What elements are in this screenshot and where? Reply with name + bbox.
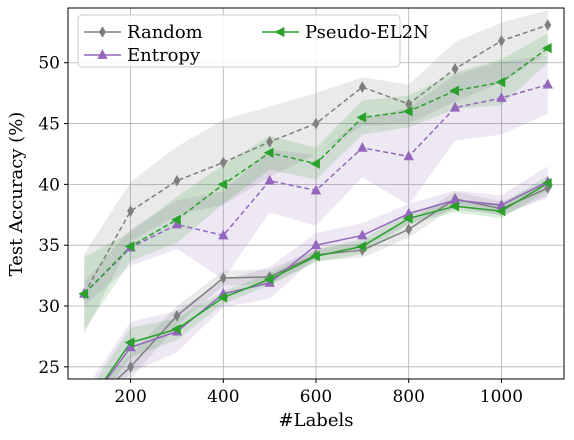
pseudo-el2n-solid-point <box>356 241 367 252</box>
y-tick-label: 30 <box>38 297 60 317</box>
pseudo-el2n-dashed-point <box>402 106 413 117</box>
axis-ticks: 200 400 600 800 1000 25 30 35 40 45 50 <box>38 54 523 407</box>
entropy-dashed-point <box>496 92 507 102</box>
pseudo-el2n-solid-point <box>495 205 506 217</box>
pseudo-el2n-dashed-point <box>495 77 506 88</box>
x-tick-label: 600 <box>300 387 332 407</box>
random-dashed-point <box>127 205 135 217</box>
entropy-dashed-band <box>84 55 548 307</box>
pseudo-el2n-solid-point <box>124 337 135 348</box>
entropy-dashed-point <box>218 229 229 240</box>
entropy-solid-point <box>310 239 322 250</box>
random-dashed-point <box>544 19 552 31</box>
pseudo-el2n-dashed-point <box>541 42 552 54</box>
random-dashed-point <box>497 35 505 47</box>
series-markers <box>78 19 553 414</box>
pseudo-el2n-solid-point <box>310 250 320 262</box>
x-axis-label: #Labels <box>279 410 354 431</box>
x-tick-label: 800 <box>392 387 424 407</box>
x-tick-label: 1000 <box>480 387 523 407</box>
random-dashed-point <box>219 156 227 169</box>
random-solid-point <box>405 223 413 236</box>
random-dashed-band <box>84 10 548 334</box>
random-solid-point <box>173 309 181 322</box>
pseudo-el2n-solid-point <box>449 201 459 212</box>
random-solid-point <box>81 404 87 414</box>
y-tick-label: 35 <box>38 236 60 256</box>
pseudo-el2n-solid-point <box>171 323 181 335</box>
y-axis-label: Test Accuracy (%) <box>6 112 27 277</box>
y-tick-label: 50 <box>38 54 60 74</box>
random-dashed-point <box>173 174 181 187</box>
random-dashed-point <box>312 117 320 130</box>
random-legend-label: Random <box>127 22 203 43</box>
pseudo-el2n-solid-point <box>217 292 228 303</box>
entropy-dashed-point <box>403 150 414 161</box>
entropy-dashed-point <box>264 174 275 185</box>
pseudo-el2n-dashed-point <box>356 112 367 123</box>
random-dashed-point <box>358 81 366 93</box>
pseudo-el2n-solid-point <box>79 405 88 414</box>
random-solid-point <box>219 272 227 284</box>
pseudo-el2n-solid-point <box>263 274 274 285</box>
entropy-legend-label: Entropy <box>127 45 201 66</box>
random-solid-point <box>127 361 135 373</box>
pseudo-el2n-dashed-point <box>449 85 459 96</box>
entropy-dashed-point <box>542 78 553 89</box>
entropy-legend-marker <box>97 49 108 59</box>
pseudo-el2n-dashed-point <box>263 147 274 158</box>
entropy-dashed-point <box>357 142 368 152</box>
random-dashed-point <box>451 63 459 75</box>
pseudo-el2n-solid-point <box>402 213 413 224</box>
entropy-solid-point <box>357 229 368 240</box>
pseudo-el2n-dashed-point <box>124 241 135 252</box>
random-dashed-point <box>266 136 274 148</box>
pseudo-el2n-dashed-point <box>171 214 181 225</box>
random-solid-band <box>104 180 548 379</box>
y-tick-label: 25 <box>38 358 60 378</box>
pseudo-el2n-dashed-point <box>217 179 228 190</box>
y-tick-label: 40 <box>38 175 60 195</box>
entropy-dashed-point <box>310 184 322 195</box>
x-tick-label: 200 <box>114 387 146 407</box>
pseudo-el2n-legend-label: Pseudo-EL2N <box>305 22 429 43</box>
pseudo-el2n-solid-point <box>541 177 552 189</box>
pseudo-el2n-legend-marker <box>274 26 285 38</box>
legend-box <box>77 14 401 68</box>
pseudo-el2n-dashed-point <box>78 288 89 300</box>
pseudo-el2n-dashed-band <box>84 33 548 331</box>
random-legend-marker <box>99 26 106 38</box>
entropy-solid-point <box>80 404 89 413</box>
y-tick-label: 45 <box>38 115 60 135</box>
entropy-dashed-point <box>449 101 461 112</box>
x-tick-label: 400 <box>207 387 239 407</box>
pseudo-el2n-dashed-point <box>310 158 320 169</box>
